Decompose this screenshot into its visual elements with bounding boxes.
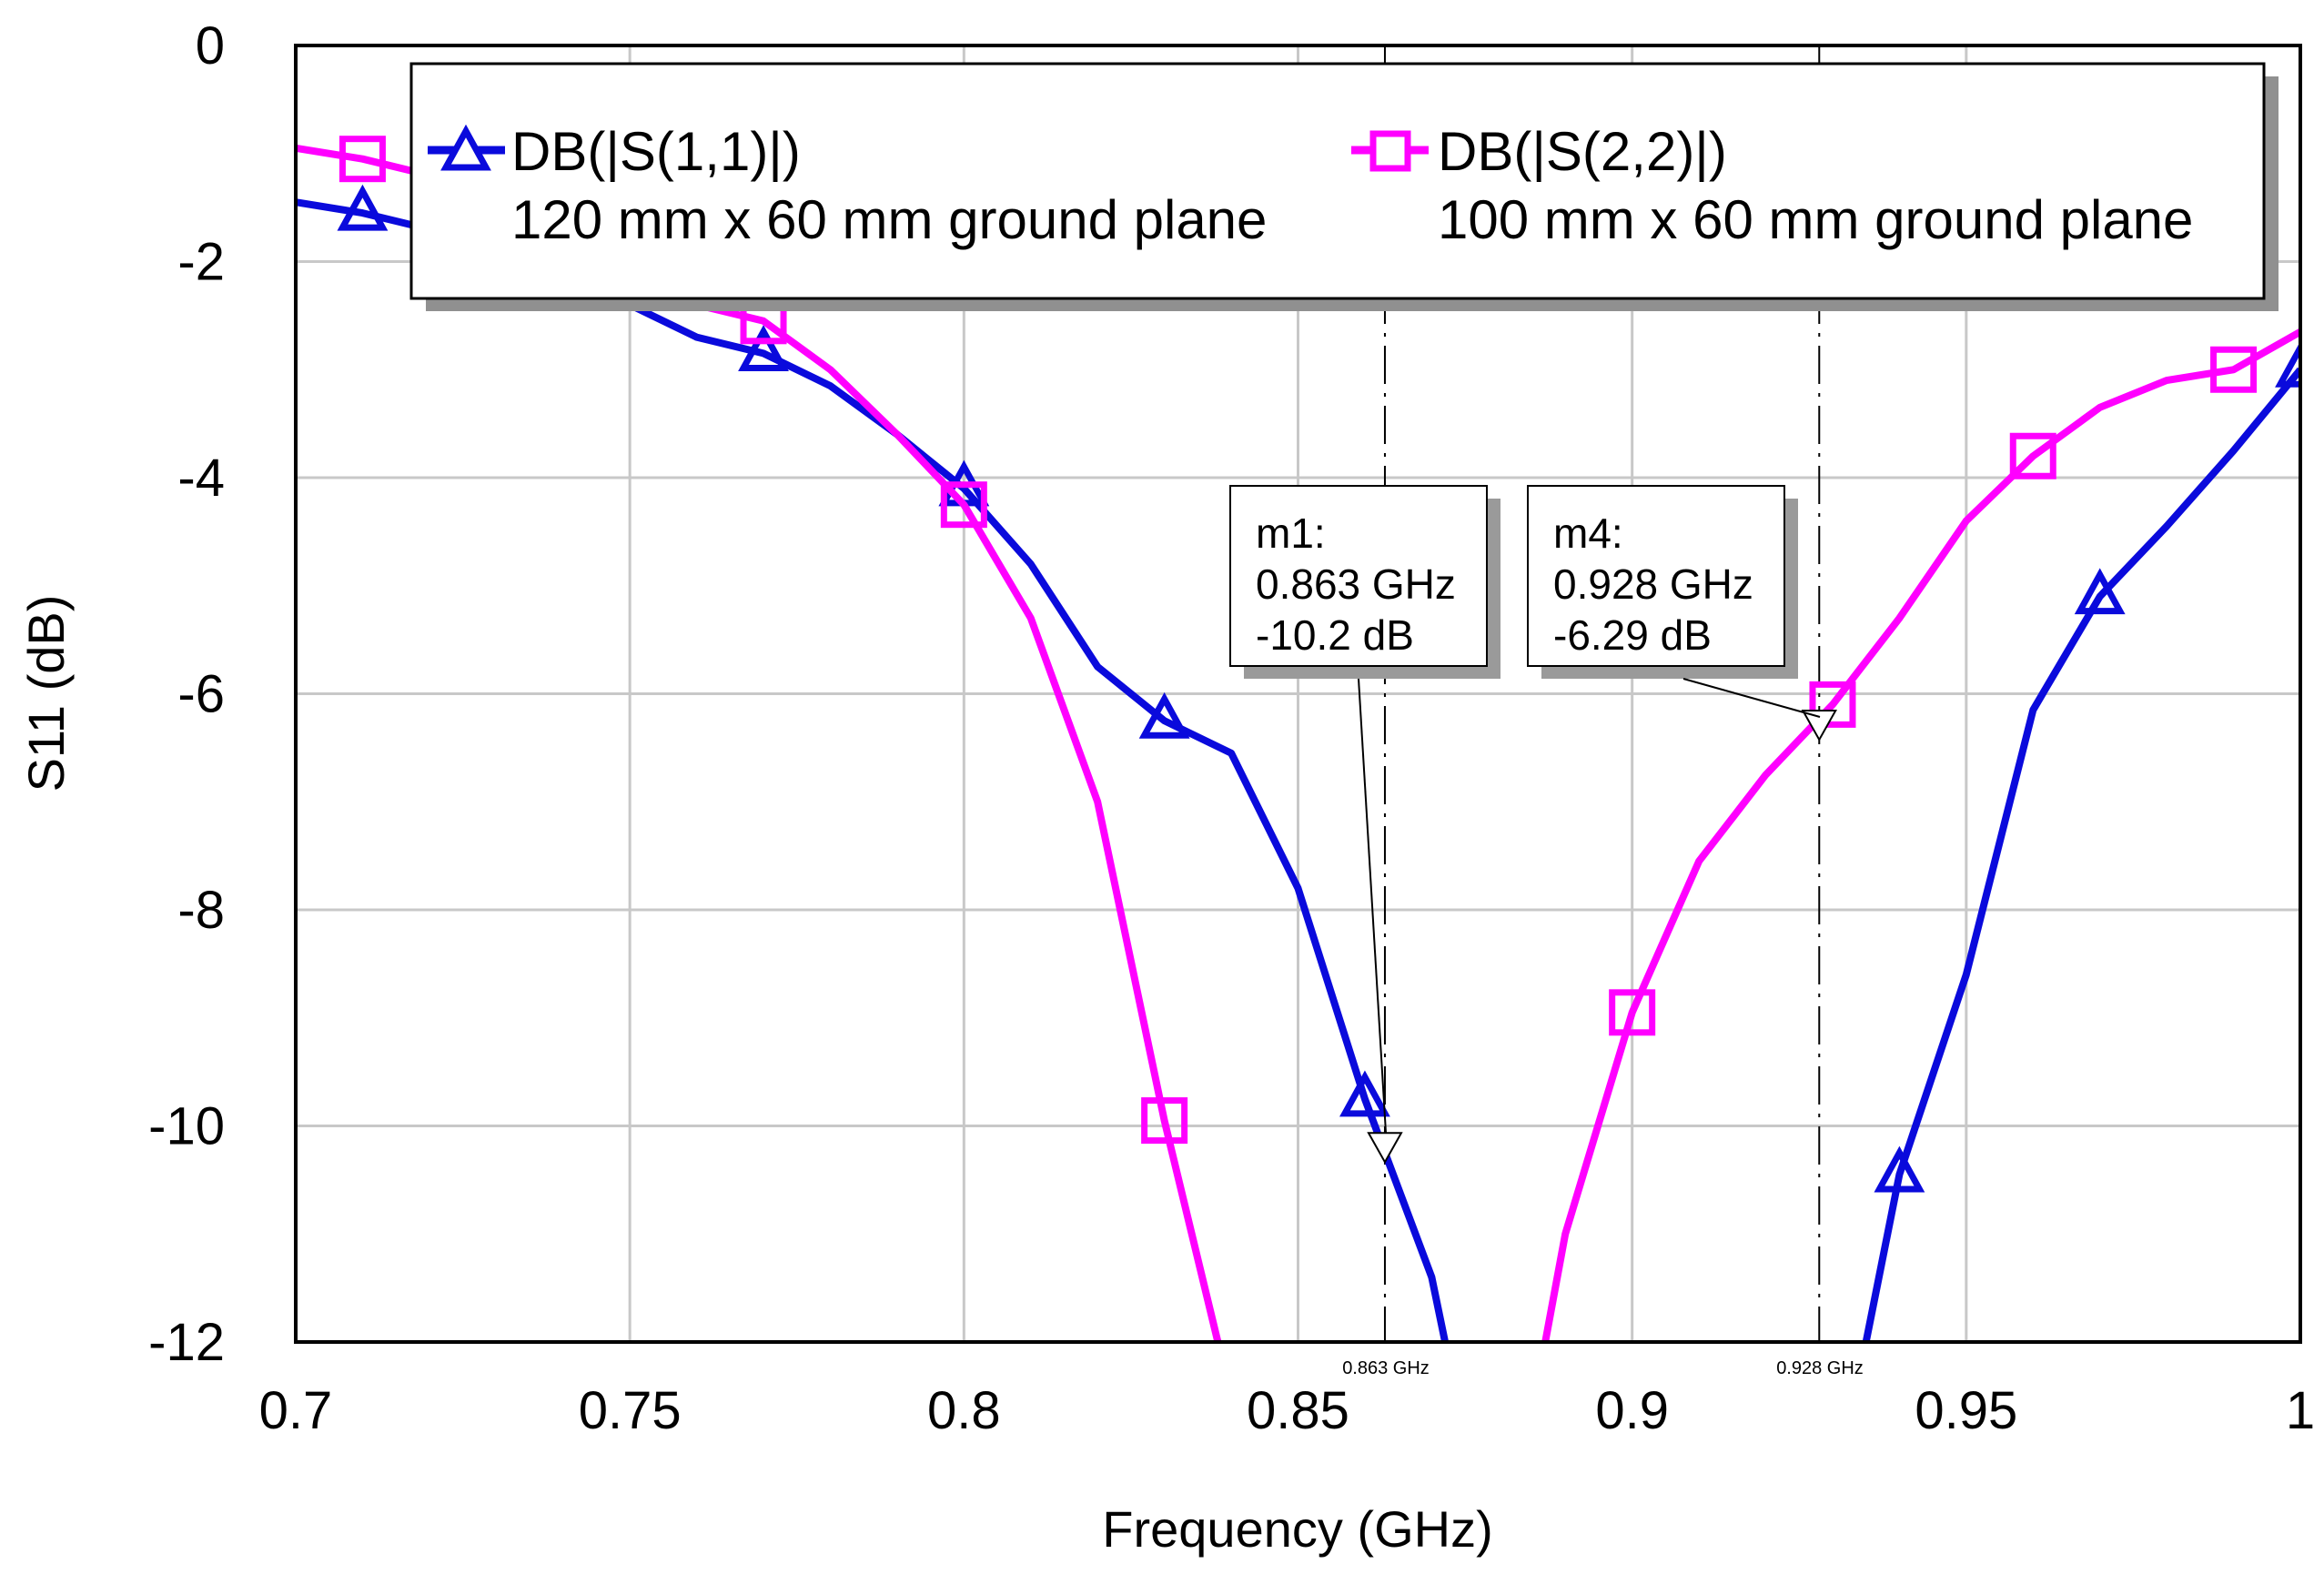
y-tick-label: 0 xyxy=(196,16,225,76)
marker-m4-axis-label: 0.928 GHz xyxy=(1776,1358,1864,1378)
marker-points xyxy=(1367,709,1837,1165)
marker-m4-leader xyxy=(1682,678,1821,718)
y-axis-label: S11 (dB) xyxy=(17,595,75,792)
x-tick-label: 0.95 xyxy=(1915,1381,2017,1440)
s11-data-marker xyxy=(1339,1070,1390,1117)
marker-m1-axis-label: 0.863 GHz xyxy=(1342,1358,1430,1378)
marker-m4-point xyxy=(1801,709,1837,742)
x-tick-label: 0.9 xyxy=(1595,1381,1669,1440)
legend: DB(|S(1,1)|) 120 mm x 60 mm ground plane… xyxy=(409,62,2279,311)
x-tick-label: 1 xyxy=(2286,1381,2315,1440)
marker-m1-point xyxy=(1367,1132,1403,1165)
legend-s11-name: DB(|S(1,1)|) xyxy=(511,121,801,182)
s22-data-marker xyxy=(1809,681,1856,728)
y-tick-label: -2 xyxy=(177,233,225,292)
s11-data-marker xyxy=(1138,691,1190,739)
x-axis-label: Frequency (GHz) xyxy=(1102,1500,1492,1558)
legend-s11-marker-icon xyxy=(440,124,491,171)
s11-data-marker xyxy=(2275,340,2300,388)
x-tick-label: 0.8 xyxy=(927,1381,1001,1440)
y-tick-label: -12 xyxy=(148,1313,225,1372)
marker-m1-leader xyxy=(1358,678,1387,1134)
marker-m4-label: m4: xyxy=(1553,510,1623,557)
s22-data-marker xyxy=(338,136,386,183)
s11-data-marker xyxy=(2074,568,2126,615)
marker-m1-label: m1: xyxy=(1256,510,1326,557)
marker-m1-callout: m1: 0.863 GHz -10.2 dB xyxy=(1229,485,1500,1134)
x-tick-label: 0.7 xyxy=(259,1381,333,1440)
marker-m4-frequency: 0.928 GHz xyxy=(1553,560,1753,608)
series-s22-line-2 xyxy=(1541,328,2300,1342)
s22-data-marker xyxy=(2009,432,2056,479)
marker-m1-value: -10.2 dB xyxy=(1256,611,1414,659)
legend-s22-marker-icon xyxy=(1369,130,1411,172)
marker-m1-callout-box xyxy=(1229,485,1488,667)
legend-s22-name: DB(|S(2,2)|) xyxy=(1438,121,1727,182)
marker-m4-value: -6.29 dB xyxy=(1553,611,1712,659)
marker-m4-callout: m4: 0.928 GHz -6.29 dB xyxy=(1527,485,1821,718)
series-s11-line-2 xyxy=(1862,367,2300,1342)
legend-s22-description: 100 mm x 60 mm ground plane xyxy=(1438,189,2193,250)
s22-data-marker xyxy=(2210,346,2258,393)
y-tick-label: -6 xyxy=(177,665,225,724)
s22-data-marker xyxy=(940,481,987,529)
y-tick-label: -8 xyxy=(177,881,225,940)
marker-m1-frequency: 0.863 GHz xyxy=(1256,560,1456,608)
plot-frame xyxy=(294,44,2302,1344)
y-tick-label: -4 xyxy=(177,449,225,508)
s22-data-marker xyxy=(1141,1097,1188,1145)
s11-data-marker xyxy=(1874,1145,1925,1193)
tick-labels: 0.7 0.75 0.8 0.85 0.9 0.95 1 0 -2 -4 -6 -8 -10 -12 xyxy=(148,16,2315,1440)
x-tick-label: 0.85 xyxy=(1247,1381,1349,1440)
s22-data-marker xyxy=(1609,989,1656,1036)
s11-data-marker xyxy=(337,184,389,231)
y-tick-label: -10 xyxy=(148,1097,225,1156)
s11-data-marker xyxy=(738,325,789,371)
legend-s11-description: 120 mm x 60 mm ground plane xyxy=(511,189,1267,250)
legend-box xyxy=(409,62,2266,300)
marker-m4-callout-box xyxy=(1527,485,1785,667)
x-tick-label: 0.75 xyxy=(579,1381,682,1440)
